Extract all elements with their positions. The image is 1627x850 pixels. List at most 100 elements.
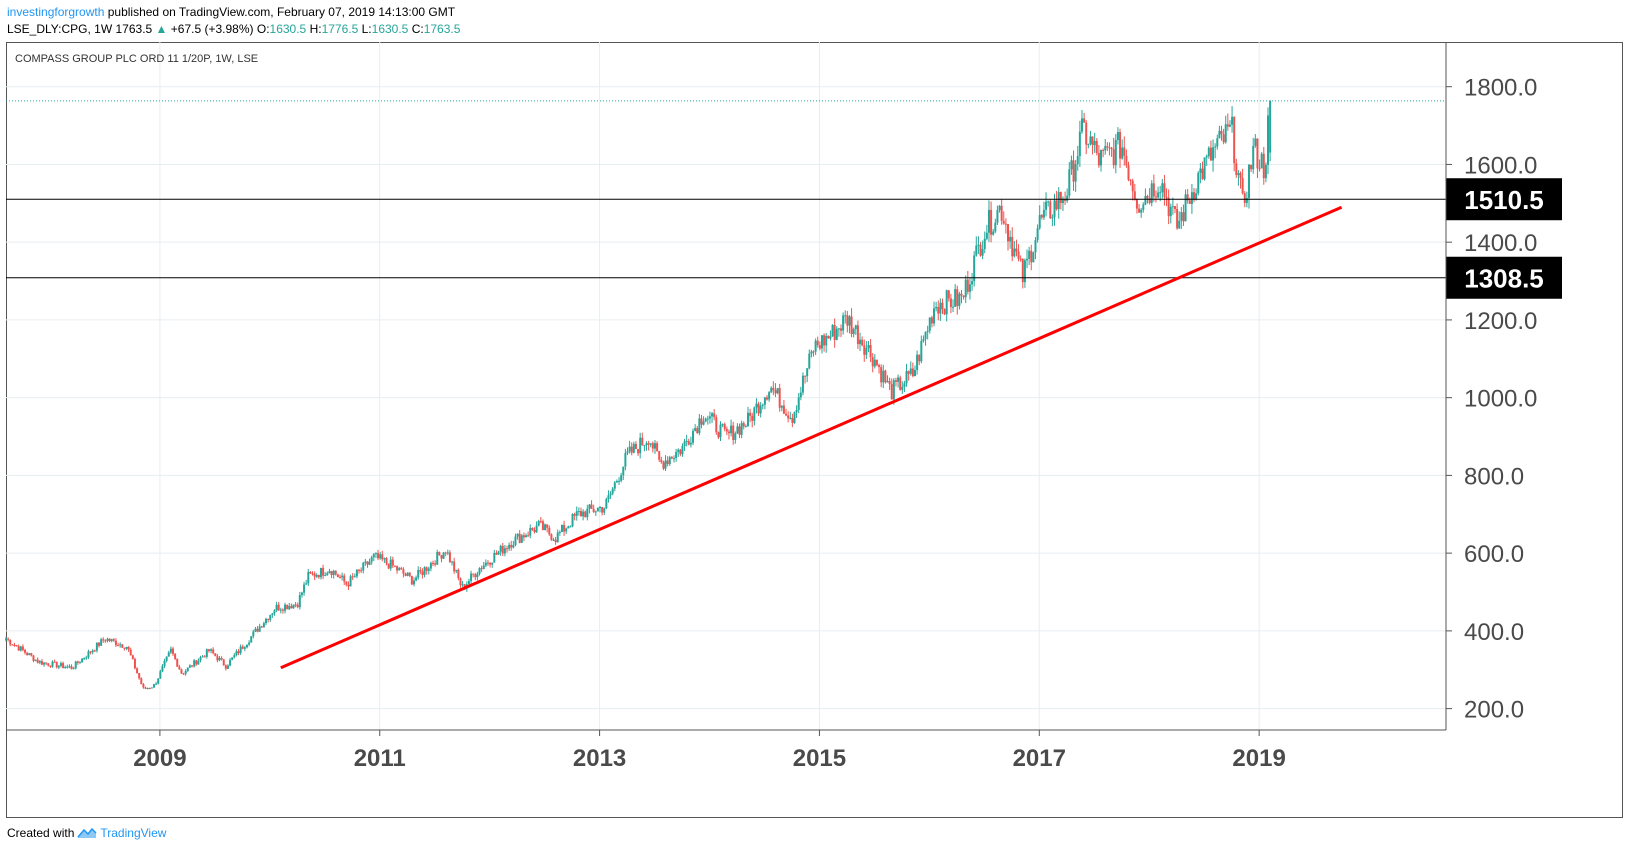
candle-body — [1222, 134, 1225, 143]
candle-body — [738, 426, 741, 435]
candle-body — [438, 551, 441, 556]
candle-body — [1106, 146, 1109, 148]
candle-body — [155, 683, 158, 685]
chart-frame[interactable]: 1510.5 1308.5 200.0 400.0 600.0 800.0 1000.0 1… — [5, 42, 1623, 818]
candle-body — [529, 527, 532, 536]
candle-body — [907, 371, 910, 374]
candle-body — [1157, 192, 1160, 198]
candle-body — [634, 443, 637, 450]
candle-body — [142, 684, 145, 688]
candle-body — [533, 529, 536, 533]
y-tick-label: 200.0 — [1464, 697, 1524, 724]
candle-body — [338, 577, 341, 579]
candle-body — [315, 574, 318, 577]
candle-body — [470, 573, 473, 582]
candle-body — [87, 651, 90, 658]
candle-body — [1114, 140, 1117, 166]
candle-body — [434, 563, 437, 565]
candle-body — [1064, 199, 1067, 201]
candle-body — [960, 293, 963, 296]
candle-body — [977, 244, 980, 246]
candle-body — [360, 570, 363, 572]
candle-body — [328, 571, 331, 574]
candle-body — [1188, 200, 1191, 204]
candle-body — [1002, 220, 1005, 224]
candle-body — [987, 209, 990, 233]
candle-body — [647, 443, 650, 445]
candle-body — [916, 354, 919, 371]
candle-body — [408, 572, 411, 576]
candle-body — [1258, 168, 1261, 170]
candle-body — [949, 298, 952, 308]
candle-body — [901, 386, 904, 390]
candle-body — [518, 533, 521, 543]
candle-body — [203, 656, 206, 658]
candle-body — [985, 232, 988, 239]
candle-body — [305, 583, 308, 585]
candle-body — [366, 561, 369, 565]
candle-body — [698, 418, 701, 433]
candle-body — [892, 380, 895, 400]
candle-body — [233, 655, 236, 658]
candle-body — [432, 562, 435, 564]
candle-body — [1235, 163, 1238, 175]
candle-body — [412, 580, 415, 585]
candle-body — [482, 565, 485, 569]
up-arrow-icon: ▲ — [155, 22, 168, 36]
candle-body — [1036, 228, 1039, 241]
candle-body — [212, 649, 215, 654]
candle-body — [43, 662, 46, 665]
x-tick-label: 2009 — [133, 745, 186, 772]
candle-body — [70, 666, 73, 670]
candle-body — [144, 687, 147, 689]
candle-body — [74, 661, 77, 669]
candle-body — [133, 658, 136, 669]
candle-body — [150, 687, 153, 689]
candle-body — [952, 306, 955, 308]
candle-body — [1133, 191, 1136, 200]
candle-body — [245, 644, 248, 648]
candle-body — [197, 660, 200, 665]
candle-body — [440, 555, 443, 559]
candle-body — [624, 452, 627, 467]
candle-body — [873, 359, 876, 367]
candle-body — [964, 279, 967, 298]
symbol-label: LSE_DLY:CPG, 1W — [7, 22, 113, 36]
candle-body — [850, 316, 853, 335]
author-link[interactable]: investingforgrowth — [7, 5, 105, 19]
candle-body — [362, 562, 365, 571]
candle-body — [852, 329, 855, 335]
candle-body — [554, 539, 557, 543]
candle-body — [653, 443, 656, 449]
candle-body — [603, 508, 606, 513]
candle-body — [169, 648, 172, 653]
candle-body — [922, 339, 925, 341]
candle-body — [689, 442, 692, 445]
candle-body — [387, 563, 390, 569]
candle-body — [254, 628, 257, 632]
candle-body — [844, 315, 847, 317]
candle-body — [188, 665, 191, 668]
candle-body — [632, 443, 635, 453]
candle-body — [372, 554, 375, 558]
candle-body — [799, 392, 802, 398]
candle-body — [26, 652, 29, 656]
candle-body — [556, 532, 559, 543]
candle-body — [793, 412, 796, 423]
candle-body — [565, 528, 568, 532]
candle-body — [343, 575, 346, 582]
candle-body — [229, 659, 232, 666]
candle-body — [1241, 178, 1244, 194]
footer-brand[interactable]: TradingView — [100, 826, 167, 840]
candle-body — [666, 460, 669, 464]
candle-body — [290, 605, 293, 609]
candle-body — [377, 553, 380, 559]
candle-body — [319, 567, 322, 578]
candle-body — [973, 255, 976, 282]
trendline[interactable] — [280, 205, 1343, 670]
candle-body — [167, 652, 170, 657]
candle-body — [1051, 217, 1054, 219]
y-tick-label: 400.0 — [1464, 619, 1524, 646]
candle-body — [1102, 149, 1105, 151]
candle-body — [256, 628, 259, 632]
